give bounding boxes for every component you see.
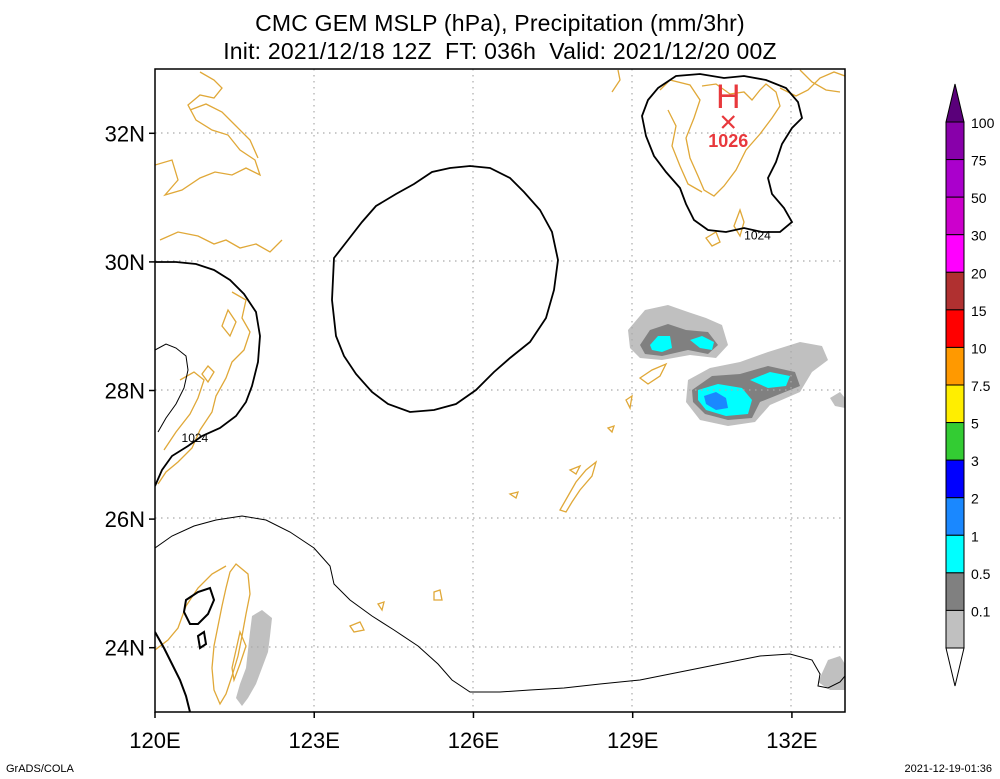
colorbar-label: 7.5: [971, 378, 991, 394]
colorbar-label: 1: [971, 528, 979, 544]
isobar-taiwan-small: [196, 630, 208, 650]
isobar-thin-south: [155, 515, 845, 693]
lat-tick-label: 30N: [105, 250, 145, 275]
coastline-china-east2: [163, 371, 205, 451]
colorbar-swatch: [945, 497, 965, 536]
precip-area-cyan-north2: [690, 336, 714, 350]
high-pressure-value: 1026: [708, 131, 748, 151]
lon-tick-label: 129E: [607, 728, 658, 753]
colorbar-swatch: [945, 271, 965, 311]
footer-timestamp: 2021-12-19-01:36: [904, 763, 992, 775]
colorbar-label: 3: [971, 453, 979, 469]
coastline-ryukyu-a: [638, 362, 668, 385]
high-pressure-center: H 1026: [708, 78, 748, 151]
colorbar-top-arrow: [945, 83, 965, 123]
longitude-axis: 120E 123E 126E 129E 132E: [129, 712, 818, 753]
colorbar-swatch: [945, 459, 965, 499]
isobars: [155, 73, 845, 712]
precip-area-gray-taiwan: [236, 610, 272, 706]
coastline-china-mid: [159, 231, 283, 253]
coastline-island-b: [201, 365, 215, 384]
isobar-taiwan-loop: [182, 586, 216, 625]
precip-area-blue-east: [704, 392, 728, 410]
lon-tick-label: 120E: [129, 728, 180, 753]
colorbar-swatch: [945, 346, 965, 386]
coastline-kyushu: [611, 69, 781, 197]
high-pressure-symbol: H: [716, 78, 741, 116]
map-title: CMC GEM MSLP (hPa), Precipitation (mm/3h…: [255, 10, 745, 36]
lon-tick-label: 132E: [766, 728, 817, 753]
colorbar-label: 5: [971, 416, 979, 432]
coastline-kyushu-west: [667, 109, 703, 193]
colorbar-label: 10: [971, 340, 987, 356]
precipitation-layer: [236, 305, 845, 706]
lon-tick-label: 123E: [289, 728, 340, 753]
precip-area-gray-edge: [830, 392, 845, 408]
precip-area-cyan-east2: [750, 372, 790, 388]
isobar-1024-west: [155, 261, 261, 487]
isobar-labels: 1024 1024: [182, 228, 772, 445]
colorbar-swatch: [945, 309, 965, 348]
lat-tick-label: 28N: [105, 379, 145, 404]
colorbar-swatch: [945, 121, 965, 161]
colorbar-swatch: [945, 384, 965, 424]
colorbar-bottom-arrow: [945, 647, 965, 687]
lat-tick-label: 24N: [105, 636, 145, 661]
isobar-low-center: [331, 165, 559, 413]
lon-tick-label: 126E: [448, 728, 499, 753]
colorbar-label: 100: [971, 115, 995, 131]
colorbar-swatch: [945, 609, 965, 649]
colorbar-label: 50: [971, 190, 987, 206]
precip-area-gray-se: [818, 656, 845, 690]
colorbar-label: 75: [971, 153, 987, 169]
coastline-islet-b: [433, 589, 443, 601]
isobar-high-japan: [641, 73, 803, 233]
coastline-islet-a: [508, 491, 519, 500]
colorbar-swatch: [945, 534, 965, 574]
isobar-label: 1024: [182, 431, 209, 445]
colorbar-label: 20: [971, 265, 987, 281]
coastline-china-north: [155, 71, 262, 197]
lat-tick-label: 32N: [105, 121, 145, 146]
coastline-island-a: [221, 308, 237, 338]
coastline-okinawa: [559, 460, 598, 513]
colorbar-swatch: [945, 159, 965, 198]
high-pressure-cross-icon: [721, 115, 736, 129]
coastline-taiwan: [211, 563, 251, 706]
isobar-taiwan-left: [155, 631, 191, 712]
latitude-axis: 32N 30N 28N 26N 24N: [105, 121, 155, 661]
coastline-japan-east: [779, 69, 845, 97]
colorbar-swatch: [945, 572, 965, 611]
coastline-china-east: [157, 291, 251, 485]
coastline-china-north2: [189, 103, 259, 159]
map-subtitle: Init: 2021/12/18 12Z FT: 036h Valid: 202…: [223, 38, 777, 64]
colorbar: 100 75 50 30 20 15 10 7.5 5 3 2 1 0.5 0.1: [945, 83, 995, 687]
map-grid: [155, 69, 845, 712]
colorbar-label: 0.1: [971, 603, 991, 619]
lat-tick-label: 26N: [105, 507, 145, 532]
coastline-ryukyu-b: [606, 394, 633, 434]
footer-credit: GrADS/COLA: [6, 763, 74, 775]
colorbar-label: 0.5: [971, 566, 991, 582]
coastline-islet-c: [349, 601, 385, 633]
isobar-label: 1024: [744, 228, 771, 242]
colorbar-swatch: [945, 196, 965, 236]
colorbar-swatch: [945, 234, 965, 273]
coastline-tanegashima: [705, 208, 745, 247]
colorbar-label: 15: [971, 303, 987, 319]
colorbar-label: 30: [971, 228, 987, 244]
precip-area-cyan-north: [650, 336, 672, 352]
isobar-thin-west: [155, 343, 189, 433]
colorbar-label: 2: [971, 491, 979, 507]
colorbar-swatch: [945, 422, 965, 461]
coastline-taiwan-inner: [231, 629, 247, 683]
